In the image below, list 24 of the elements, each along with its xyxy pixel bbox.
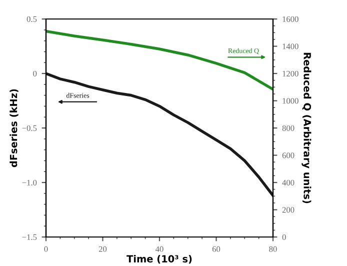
y2-tick-label: 200	[282, 207, 294, 213]
line-series	[46, 30, 273, 91]
y-tick-label: −0.5	[22, 125, 37, 132]
y-tick-label: 0	[33, 70, 37, 76]
y-tick-label: −1.5	[22, 234, 37, 240]
x-axis-title: Time (10³ s)	[126, 254, 192, 264]
x-tick-label: 20	[98, 246, 107, 252]
y2-tick-label: 800	[282, 125, 294, 131]
y2-tick-label: 1000	[282, 98, 298, 104]
y-tick-label: 0.5	[26, 16, 37, 22]
y2-tick-label: 400	[282, 180, 294, 186]
x-tick-label: 40	[155, 246, 164, 252]
line-series	[46, 72, 273, 197]
y2-tick-label: 1200	[282, 70, 298, 76]
y-tick-label: −1.0	[22, 180, 37, 186]
y2-axis-title: Reduced Q (Arbitrary units)	[302, 52, 312, 204]
y2-tick-label: 0	[282, 234, 286, 240]
y2-tick-label: 600	[282, 152, 294, 158]
x-tick-label: 0	[44, 246, 48, 252]
x-tick-label: 60	[212, 246, 220, 252]
y2-tick-label: 1400	[282, 44, 298, 50]
y-axis-title: dFseries (kHz)	[10, 89, 18, 168]
x-tick-label: 80	[269, 246, 277, 252]
y2-tick-label: 1600	[282, 16, 298, 22]
